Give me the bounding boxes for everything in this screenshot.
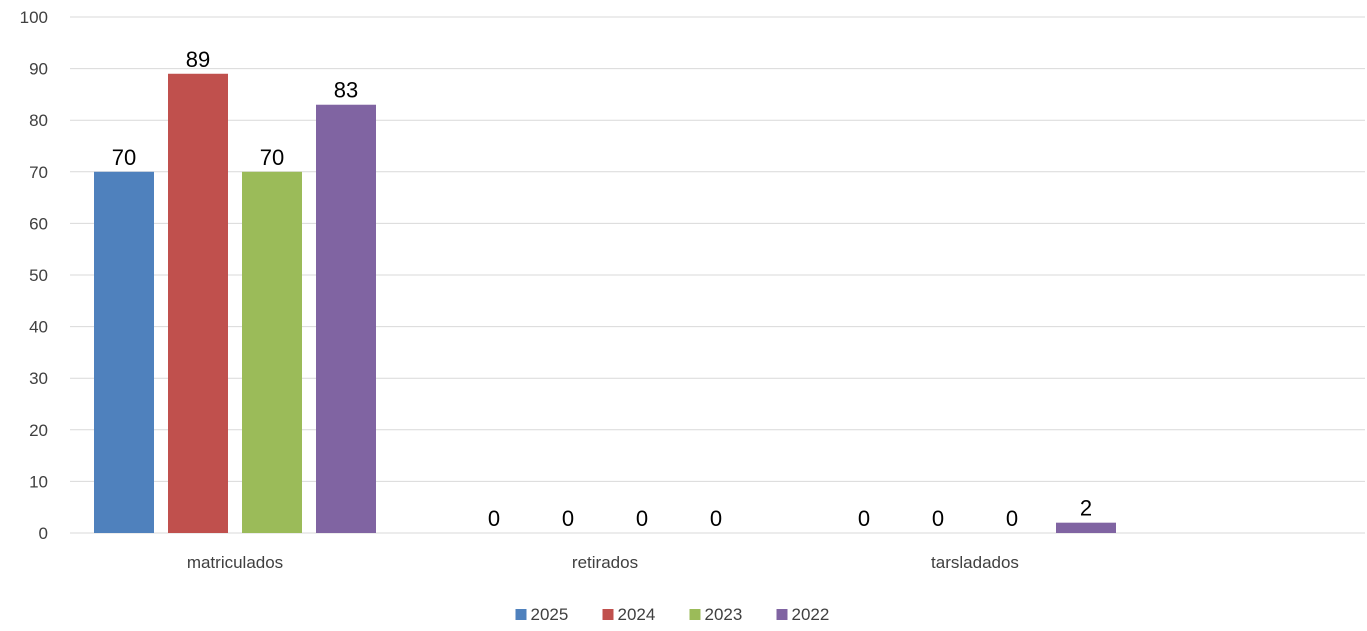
bar-matriculados-2024	[168, 73, 228, 533]
legend-label-2025: 2025	[531, 605, 569, 624]
bars	[94, 73, 1116, 534]
data-label-matriculados-2022: 83	[334, 78, 358, 103]
legend-label-2024: 2024	[618, 605, 656, 624]
data-label-tarsladados-2022: 2	[1080, 496, 1092, 521]
bar-matriculados-2025	[94, 171, 154, 534]
y-tick-label: 70	[29, 163, 48, 182]
data-labels: 70 89 70 83 0 0 0 0 0 0 0 2	[112, 47, 1092, 531]
y-tick-label: 80	[29, 111, 48, 130]
data-label-retirados-2023: 0	[636, 506, 648, 531]
legend-label-2022: 2022	[792, 605, 830, 624]
bar-matriculados-2022	[316, 104, 376, 533]
bar-tarsladados-2022	[1056, 522, 1116, 533]
legend-swatch-2024	[602, 609, 614, 620]
y-tick-label: 90	[29, 60, 48, 79]
legend-swatch-2023	[689, 609, 701, 620]
legend: 2025 2024 2023 2022	[515, 605, 830, 624]
y-tick-label: 100	[20, 8, 48, 27]
data-label-retirados-2024: 0	[562, 506, 574, 531]
x-category-label: matriculados	[187, 553, 283, 572]
legend-label-2023: 2023	[705, 605, 743, 624]
x-category-label: tarsladados	[931, 553, 1019, 572]
y-tick-label: 50	[29, 266, 48, 285]
y-tick-label: 10	[29, 472, 48, 491]
bar-matriculados-2023	[242, 171, 302, 534]
data-label-tarsladados-2023: 0	[1006, 506, 1018, 531]
y-tick-label: 30	[29, 369, 48, 388]
data-label-tarsladados-2024: 0	[932, 506, 944, 531]
data-label-retirados-2025: 0	[488, 506, 500, 531]
data-label-matriculados-2025: 70	[112, 145, 136, 170]
y-tick-label: 60	[29, 214, 48, 233]
y-tick-label: 0	[39, 524, 48, 543]
x-axis-categories: matriculados retirados tarsladados	[187, 553, 1019, 572]
y-tick-label: 40	[29, 318, 48, 337]
x-category-label: retirados	[572, 553, 638, 572]
legend-swatch-2025	[515, 609, 527, 620]
y-tick-label: 20	[29, 421, 48, 440]
data-label-retirados-2022: 0	[710, 506, 722, 531]
data-label-matriculados-2024: 89	[186, 47, 210, 72]
data-label-matriculados-2023: 70	[260, 145, 284, 170]
data-label-tarsladados-2025: 0	[858, 506, 870, 531]
y-axis-ticks: 0 10 20 30 40 50 60 70 80 90 100	[20, 8, 48, 543]
legend-swatch-2022	[776, 609, 788, 620]
